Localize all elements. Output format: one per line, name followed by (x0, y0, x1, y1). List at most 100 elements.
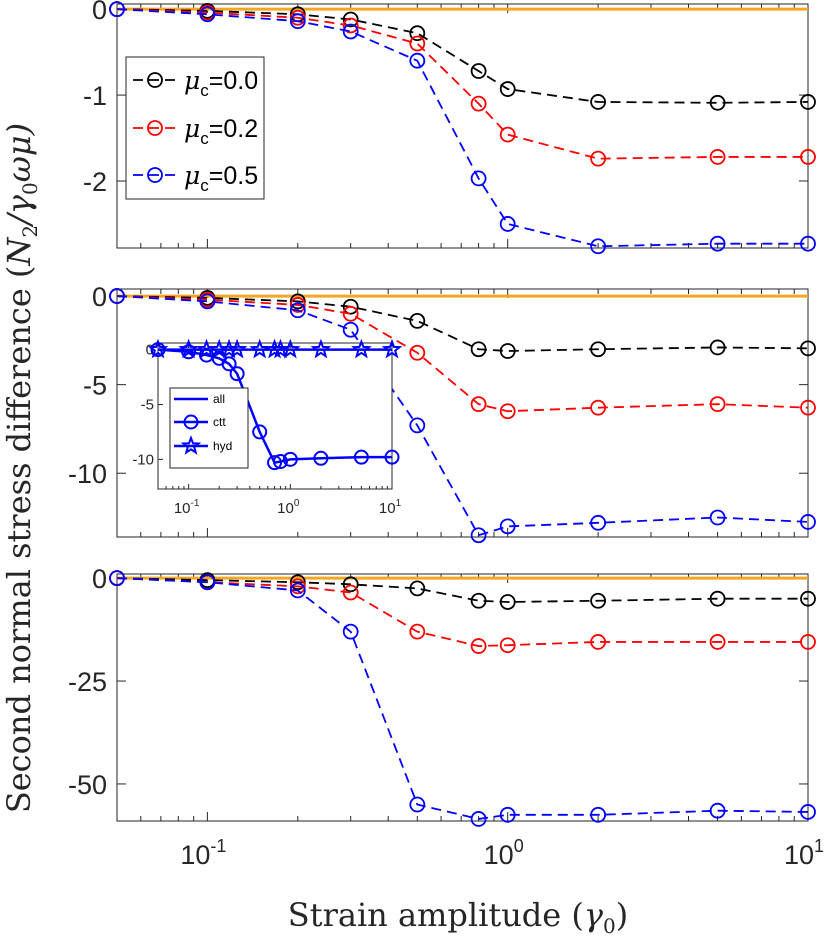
inset-point-ctt (384, 449, 400, 465)
legend-label-red: μc=0.2 (184, 114, 258, 148)
data-point-black (289, 574, 306, 591)
inset-point-ctt (353, 449, 369, 465)
data-point-red (590, 399, 606, 416)
inset-legend-circle-marker (183, 414, 199, 430)
data-point-blue (590, 806, 606, 823)
inset-point-hyd (279, 338, 301, 359)
legend-label-blue: μc=0.5 (184, 161, 258, 195)
data-point-blue (709, 509, 726, 526)
inset-y-tick-label: 0 (146, 342, 154, 359)
x-axis-label-close: ) (616, 896, 628, 934)
inset-point-hyd (264, 338, 285, 359)
y-tick-label: -2 (83, 167, 107, 197)
data-point-red (499, 403, 516, 420)
inset-legend: all ctt hyd (169, 387, 249, 469)
y-tick-label: -50 (68, 770, 107, 800)
x-tick-label: 10-1 (180, 836, 226, 870)
data-point-blue (289, 302, 306, 319)
data-point-black (499, 81, 516, 97)
data-point-black (342, 576, 359, 593)
data-point-red (590, 634, 606, 650)
series-line-blue (116, 8, 808, 248)
data-point-blue (199, 574, 216, 591)
x-tick-label: 100 (484, 836, 524, 870)
data-point-blue (499, 518, 516, 535)
inset-x-tick-base: 10 (174, 500, 191, 517)
data-point-blue (109, 570, 125, 587)
legend-marker-black (147, 72, 163, 88)
inset-point-ctt (252, 424, 268, 440)
data-point-black (590, 592, 606, 609)
data-point-black (800, 340, 816, 357)
legend-value: =0.2 (209, 115, 258, 143)
data-point-black (590, 94, 606, 110)
y-tick-label: 0 (92, 282, 107, 312)
inset-legend-box (169, 387, 249, 469)
inset-point-hyd (178, 338, 199, 359)
legend-value: =0.0 (209, 67, 258, 95)
legend-symbol: μ (184, 66, 200, 95)
data-point-red (709, 634, 726, 650)
data-point-red (409, 35, 426, 52)
inset-legend-label: hyd (213, 439, 232, 453)
inset-x-tick-base: 10 (379, 500, 396, 517)
x-tick-base: 10 (484, 840, 514, 870)
data-point-red (470, 95, 487, 112)
series-line-blue (116, 295, 809, 537)
data-point-red (800, 399, 816, 416)
inset-x-tick-exponent: -1 (191, 498, 200, 509)
y-tick-label: -10 (68, 459, 107, 489)
data-point-red (590, 150, 606, 167)
data-point-blue (470, 527, 487, 544)
data-point-red (800, 149, 816, 165)
data-point-black (800, 590, 816, 607)
inset-legend-label: all (213, 392, 225, 406)
data-point-black (499, 343, 516, 359)
inset-point-hyd (351, 338, 372, 359)
data-point-blue (470, 170, 487, 187)
data-point-blue (590, 238, 606, 255)
y-axis-label-symbol: N (0, 237, 38, 267)
inset-point-ctt (313, 450, 329, 466)
data-point-blue (109, 1, 125, 18)
data-point-red (709, 396, 726, 413)
x-tick-base: 10 (784, 840, 814, 870)
panel-1: 0 -1 -2 (83, 0, 816, 255)
inset-x-tick-base: 10 (277, 500, 294, 517)
data-point-black (709, 339, 726, 356)
x-tick-label: 101 (784, 836, 824, 870)
x-axis-label-symbol: γ (584, 896, 604, 934)
data-point-blue (409, 417, 426, 434)
x-axis-label-subscript: 0 (603, 914, 616, 938)
series-line-black (116, 295, 809, 352)
data-point-red (342, 584, 359, 601)
legend-marker-red (147, 120, 163, 136)
data-point-black (409, 312, 426, 329)
inset-series-all (157, 348, 392, 465)
legend-subscript: c (200, 176, 209, 195)
data-point-red (470, 396, 487, 413)
series-line-red (116, 295, 809, 413)
data-point-black (800, 94, 816, 110)
data-point-blue (409, 52, 426, 69)
data-point-blue (709, 235, 726, 252)
legend-subscript: c (200, 129, 209, 148)
data-point-red (499, 126, 516, 143)
series-line-blue (116, 577, 809, 820)
inset-x-tick-label: 10-1 (174, 498, 200, 517)
x-tick-exponent: 0 (514, 836, 524, 856)
inset-point-hyd (226, 338, 248, 359)
data-point-blue (342, 23, 359, 40)
data-point-blue (499, 216, 516, 232)
data-point-red (289, 297, 306, 313)
y-axis-label-subscript-1: 2 (18, 225, 42, 238)
x-tick-exponent: 1 (814, 836, 824, 856)
data-point-blue (499, 806, 516, 823)
data-point-blue (800, 804, 816, 820)
data-point-blue (409, 796, 426, 813)
data-point-black (470, 63, 487, 79)
y-axis-label-mid: /γ (0, 194, 38, 228)
